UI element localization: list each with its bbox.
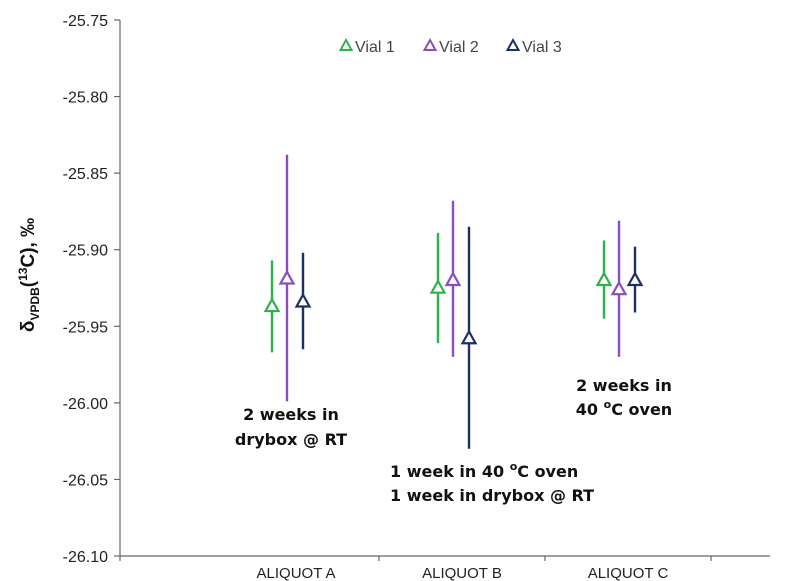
- y-label-mid: (: [18, 280, 39, 287]
- annotation-aliquot-b-line1: 1 week in 40 oC oven: [390, 460, 578, 481]
- y-ticks: -25.75 -25.80 -25.85 -25.90 -25.95 -26.00 -26.…: [63, 13, 120, 566]
- y-tick-label: -26.10: [63, 549, 108, 566]
- data-point: [429, 278, 447, 294]
- data-point: [610, 280, 628, 296]
- annotation-aliquot-c-line2: 40 oC oven: [576, 398, 672, 419]
- y-tick-label: -26.00: [63, 396, 108, 413]
- y-tick-label: -26.05: [63, 472, 108, 489]
- annotation-aliquot-c-line1: 2 weeks in: [576, 376, 672, 395]
- y-label-pre: δ: [18, 321, 39, 333]
- legend-label: Vial 3: [522, 39, 562, 56]
- series-group: [263, 154, 644, 449]
- data-point: [595, 271, 613, 287]
- y-tick-label: -25.95: [63, 319, 108, 336]
- y-label-sub: VPDB: [28, 287, 42, 321]
- axes: [119, 20, 770, 557]
- y-tick-label: -25.80: [63, 90, 108, 107]
- series-1: [263, 232, 613, 353]
- data-point: [278, 269, 296, 285]
- y-tick-label: -25.85: [63, 166, 108, 183]
- y-label-sup: 13: [16, 267, 30, 281]
- data-point: [444, 271, 462, 287]
- legend-marker: [338, 38, 354, 51]
- x-category-label: ALIQUOT C: [588, 565, 669, 581]
- series-2: [278, 154, 628, 402]
- data-point: [460, 329, 478, 345]
- annotation-aliquot-b-line2: 1 week in drybox @ RT: [390, 486, 594, 505]
- data-point: [294, 292, 312, 308]
- data-point: [626, 271, 644, 287]
- y-tick-label: -25.90: [63, 243, 108, 260]
- x-categories: ALIQUOT A ALIQUOT B ALIQUOT C: [119, 556, 712, 581]
- legend-marker: [422, 38, 438, 51]
- annotation-aliquot-a-line1: 2 weeks in: [243, 405, 339, 424]
- x-category-label: ALIQUOT B: [422, 565, 502, 581]
- data-point: [263, 297, 281, 313]
- legend-label: Vial 2: [439, 39, 479, 56]
- annotations: 2 weeks in drybox @ RT 1 week in 40 oC ove…: [235, 376, 672, 505]
- y-axis-label: δVPDB(13C), ‰: [16, 218, 42, 332]
- legend-label: Vial 1: [355, 39, 395, 56]
- legend-marker: [505, 38, 521, 51]
- series-3: [294, 226, 644, 449]
- x-category-label: ALIQUOT A: [257, 565, 336, 581]
- annotation-aliquot-a-line2: drybox @ RT: [235, 430, 347, 449]
- legend: Vial 1 Vial 2 Vial 3: [338, 38, 562, 56]
- y-label-post: C), ‰: [18, 218, 39, 268]
- y-tick-label: -25.75: [63, 13, 108, 30]
